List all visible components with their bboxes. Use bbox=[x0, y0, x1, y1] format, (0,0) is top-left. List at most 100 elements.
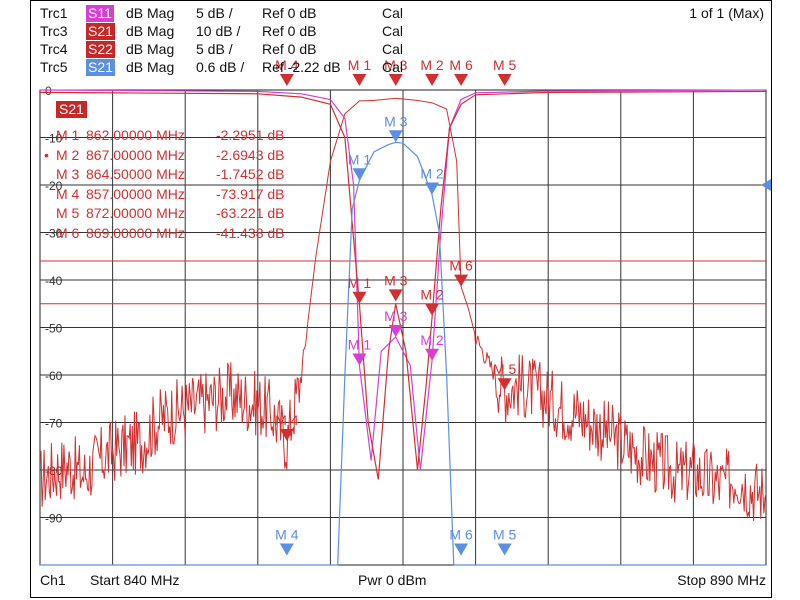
trace-format: dB Mag bbox=[126, 23, 175, 39]
marker-name: M 3 bbox=[56, 166, 80, 182]
channel-label: Ch1 bbox=[40, 572, 66, 588]
marker-value: -41.438 dB bbox=[216, 224, 285, 241]
marker-label: M 3 bbox=[384, 57, 408, 73]
trace-cal: Cal bbox=[382, 23, 404, 39]
marker-label: M 3 bbox=[384, 113, 408, 129]
marker-label: M 2 bbox=[420, 166, 444, 182]
marker-triangle[interactable] bbox=[352, 74, 367, 86]
marker-label: M 6 bbox=[449, 527, 473, 543]
marker-triangle[interactable] bbox=[388, 325, 403, 337]
marker-triangle[interactable] bbox=[454, 543, 469, 556]
trace-cal: Cal bbox=[382, 41, 404, 57]
marker-label: M 4 bbox=[275, 412, 299, 428]
marker-triangle[interactable] bbox=[352, 168, 367, 181]
reference-level-arrow-icon[interactable] bbox=[761, 179, 771, 191]
marker-triangle[interactable] bbox=[425, 348, 440, 361]
marker-label: M 1 bbox=[348, 57, 372, 73]
marker-value: -2.6943 dB bbox=[216, 146, 285, 163]
marker-label: M 2 bbox=[420, 332, 444, 348]
marker-triangle[interactable] bbox=[425, 182, 440, 195]
marker-value: -63.221 dB bbox=[216, 205, 285, 221]
marker-label: M 4 bbox=[275, 527, 299, 543]
marker-label: M 6 bbox=[449, 258, 473, 274]
trace-format: dB Mag bbox=[126, 5, 175, 21]
marker-name: M 5 bbox=[56, 205, 80, 221]
marker-label: M 5 bbox=[493, 361, 517, 377]
marker-name: M 2 bbox=[56, 146, 80, 163]
marker-triangle[interactable] bbox=[352, 291, 367, 304]
trace-cal: Cal bbox=[382, 5, 404, 21]
trace-cal: Cal bbox=[382, 59, 404, 75]
trace-param: S22 bbox=[86, 41, 115, 58]
marker-name: M 6 bbox=[56, 224, 80, 241]
marker-triangle[interactable] bbox=[279, 543, 294, 556]
page-indicator: 1 of 1 (Max) bbox=[689, 5, 764, 21]
marker-triangle[interactable] bbox=[497, 74, 512, 86]
trace-scale: 5 dB / bbox=[196, 41, 233, 57]
marker-triangle[interactable] bbox=[454, 74, 469, 86]
trace-ref: Ref 0 dB bbox=[262, 23, 317, 39]
marker-name: M 1 bbox=[56, 127, 80, 143]
status-footer: Ch1 Start 840 MHz Pwr 0 dBm Stop 890 MHz bbox=[40, 570, 766, 590]
marker-label: M 5 bbox=[493, 527, 517, 543]
series-line-trc1 bbox=[39, 89, 767, 471]
y-tick-label: 0 bbox=[45, 84, 52, 98]
marker-frequency: 869.00000 MHz bbox=[86, 224, 185, 241]
trace-ref: Ref 0 dB bbox=[262, 41, 317, 57]
marker-name: M 4 bbox=[56, 185, 80, 202]
stop-frequency[interactable]: Stop 890 MHz bbox=[677, 572, 766, 588]
series-line-trc4 bbox=[39, 90, 767, 480]
trace-id: Trc5 bbox=[40, 59, 68, 75]
marker-label: M 2 bbox=[420, 287, 444, 303]
marker-label: M 3 bbox=[384, 308, 408, 324]
active-marker-dot-icon: • bbox=[44, 146, 49, 163]
marker-value: -2.2951 dB bbox=[216, 127, 285, 143]
marker-triangle[interactable] bbox=[279, 74, 294, 86]
trace-param: S21 bbox=[86, 23, 115, 40]
marker-triangle[interactable] bbox=[279, 429, 294, 442]
marker-frequency: 864.50000 MHz bbox=[86, 166, 185, 182]
series-line-trc3 bbox=[39, 97, 767, 522]
trace-id: Trc4 bbox=[40, 41, 68, 57]
y-tick-label: -70 bbox=[45, 417, 63, 431]
marker-frequency: 867.00000 MHz bbox=[86, 146, 185, 163]
marker-triangle[interactable] bbox=[388, 130, 403, 143]
marker-label: M 1 bbox=[348, 151, 372, 167]
trace-format: dB Mag bbox=[126, 59, 175, 75]
marker-value: -1.7452 dB bbox=[216, 166, 285, 182]
power-level[interactable]: Pwr 0 dBm bbox=[358, 572, 427, 588]
y-tick-label: -90 bbox=[45, 512, 63, 526]
y-tick-label: -50 bbox=[45, 322, 63, 336]
marker-triangle[interactable] bbox=[388, 289, 403, 302]
trace-format: dB Mag bbox=[126, 41, 175, 57]
active-trace-badge[interactable]: S21 bbox=[56, 101, 87, 118]
marker-triangle[interactable] bbox=[352, 353, 367, 366]
y-tick-label: -10 bbox=[45, 132, 63, 146]
marker-frequency: 857.00000 MHz bbox=[86, 185, 185, 202]
marker-label: M 6 bbox=[449, 57, 473, 73]
marker-triangle[interactable] bbox=[388, 74, 403, 86]
marker-frequency: 872.00000 MHz bbox=[86, 205, 185, 221]
marker-label: M 4 bbox=[275, 57, 299, 73]
marker-triangle[interactable] bbox=[454, 274, 469, 287]
trace-scale: 10 dB / bbox=[196, 23, 241, 39]
trace-ref: Ref -2.22 dB bbox=[262, 59, 341, 75]
marker-triangle[interactable] bbox=[425, 74, 440, 86]
trace-scale: 0.6 dB / bbox=[196, 59, 245, 75]
marker-value: -73.917 dB bbox=[216, 185, 285, 202]
trace-param: S11 bbox=[86, 5, 114, 22]
marker-label: M 2 bbox=[420, 57, 444, 73]
trace-id: Trc1 bbox=[40, 5, 68, 21]
trace-scale: 5 dB / bbox=[196, 5, 233, 21]
marker-label: M 3 bbox=[384, 272, 408, 288]
marker-triangle[interactable] bbox=[497, 378, 512, 391]
start-frequency[interactable]: Start 840 MHz bbox=[90, 572, 180, 588]
marker-triangle[interactable] bbox=[497, 543, 512, 556]
trace-ref: Ref 0 dB bbox=[262, 5, 317, 21]
trace-id: Trc3 bbox=[40, 23, 68, 39]
marker-triangle[interactable] bbox=[425, 303, 440, 316]
trace-param: S21 bbox=[86, 59, 115, 76]
y-tick-label: -30 bbox=[45, 227, 63, 241]
y-tick-label: -60 bbox=[45, 369, 63, 383]
